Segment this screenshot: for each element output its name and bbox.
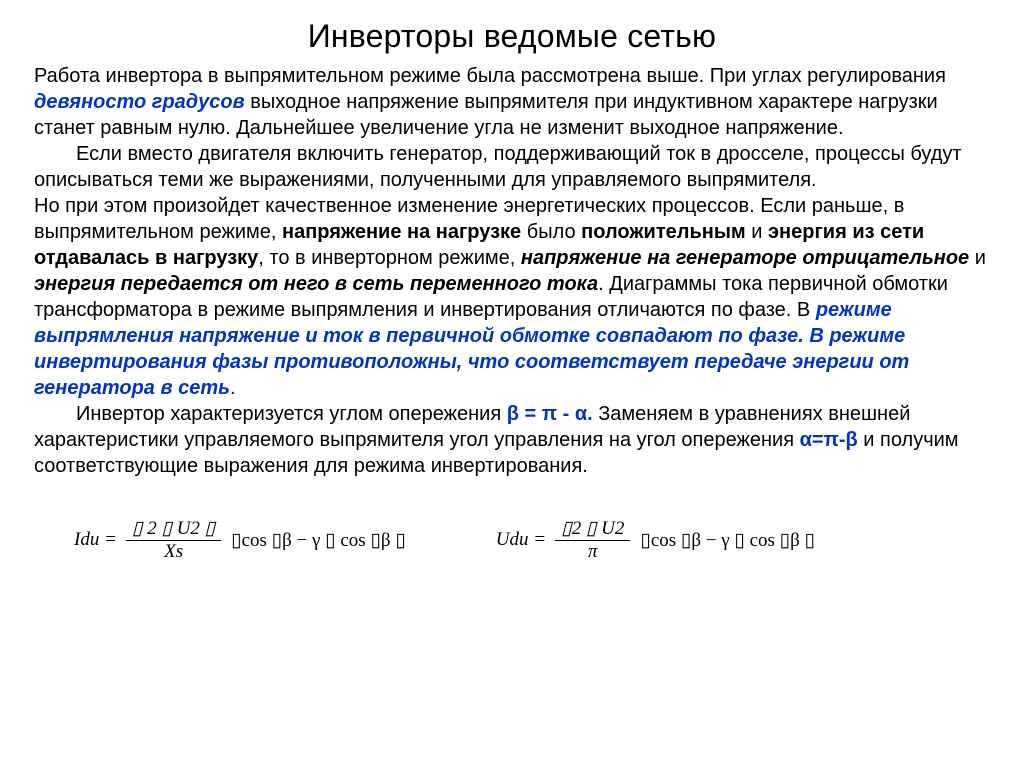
p1-ninety: девяносто градусов (34, 91, 245, 113)
f2-lhs: Udu (496, 529, 529, 551)
p3-b4: напряжение на генераторе отрицательное (521, 247, 969, 269)
formula-row: Idu = ▯ 2 ▯ U2 ▯ Xs ▯cos ▯β − γ ▯ cos ▯β… (74, 517, 990, 563)
slide-page: Инверторы ведомые сетью Работа инвертора… (0, 0, 1024, 768)
formula-udu: Udu = ▯2 ▯ U2 π ▯cos ▯β − γ ▯ cos ▯β ▯ (496, 517, 815, 563)
body-text: Работа инвертора в выпрямительном режиме… (34, 63, 990, 479)
p3-b5: энергия передается от него в сеть переме… (34, 273, 598, 295)
p3-t2: было (521, 221, 581, 243)
p4-alpha: α=π-β (800, 429, 858, 451)
f1-frac: ▯ 2 ▯ U2 ▯ Xs (126, 517, 221, 563)
p3-t7: . (230, 377, 236, 399)
p3-t4: , то в инверторном режиме, (258, 247, 521, 269)
p3-b2: положительным (581, 221, 746, 243)
p3-t5: и (969, 247, 986, 269)
f1-den: Xs (158, 541, 189, 563)
f2-den: π (582, 541, 604, 563)
p3-b1: напряжение на нагрузке (282, 221, 521, 243)
page-title: Инверторы ведомые сетью (34, 18, 990, 55)
p1-t1: Работа инвертора в выпрямительном режиме… (34, 65, 946, 87)
p3-t3: и (746, 221, 768, 243)
f2-eq: = (535, 529, 546, 551)
f2-tail: ▯cos ▯β − γ ▯ cos ▯β ▯ (640, 529, 815, 552)
f2-num: ▯2 ▯ U2 (555, 517, 630, 541)
p2: Если вместо двигателя включить генератор… (34, 143, 962, 191)
formula-idu: Idu = ▯ 2 ▯ U2 ▯ Xs ▯cos ▯β − γ ▯ cos ▯β… (74, 517, 406, 563)
f1-lhs: Idu (74, 529, 99, 551)
p4-beta: β = π - α. (507, 403, 593, 425)
f1-tail: ▯cos ▯β − γ ▯ cos ▯β ▯ (231, 529, 406, 552)
p4-t1: Инвертор характеризуется углом опережени… (76, 403, 507, 425)
f1-num: ▯ 2 ▯ U2 ▯ (126, 517, 221, 541)
f1-eq: = (105, 529, 116, 551)
f2-frac: ▯2 ▯ U2 π (555, 517, 630, 563)
